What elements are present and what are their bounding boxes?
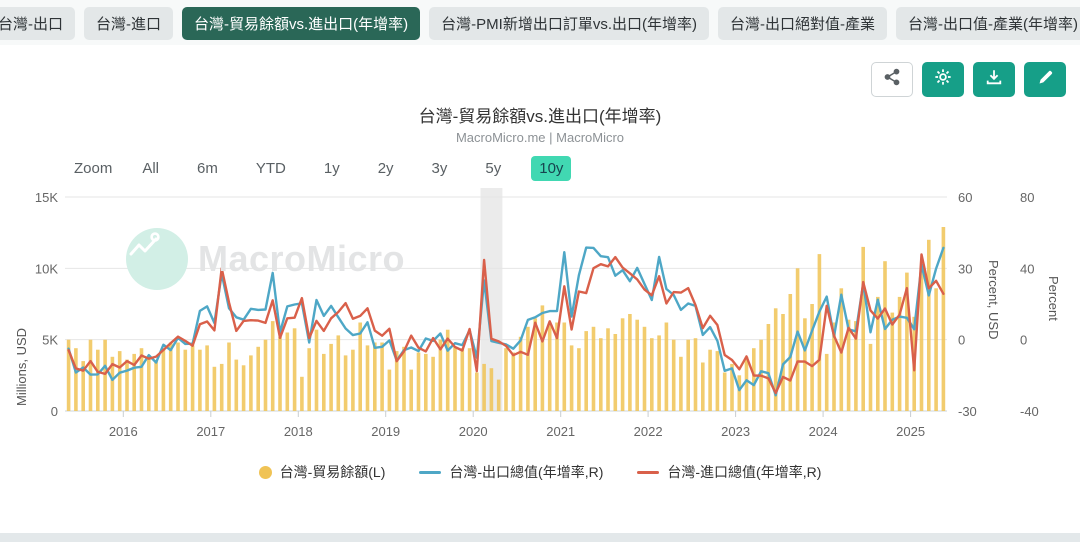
zoom-option-1y[interactable]: 1y (323, 160, 340, 177)
legend-item-trade-balance[interactable]: 台灣-貿易餘額(L) (258, 462, 386, 482)
svg-text:2018: 2018 (284, 424, 313, 439)
zoom-range-bar: Zoom All 6m YTD 1y 2y 3y 5y 10y (74, 156, 572, 181)
zoom-option-2y[interactable]: 2y (377, 160, 394, 177)
legend-item-export-yoy[interactable]: 台灣-出口總值(年增率,R) (419, 462, 603, 482)
share-icon (883, 68, 901, 91)
tab-export-absolute-industry[interactable]: 台灣-出口絕對值-產業 (717, 7, 887, 40)
right-axis2-title: Percent (1046, 276, 1061, 321)
download-icon (985, 68, 1003, 91)
svg-text:-30: -30 (958, 404, 977, 419)
bottom-section-divider (0, 533, 1080, 542)
svg-text:2022: 2022 (634, 424, 663, 439)
tab-pmi-export-orders[interactable]: 台灣-PMI新增出口訂單vs.出口(年增率) (429, 7, 709, 40)
svg-text:10K: 10K (35, 261, 58, 276)
tab-export-value-industry-yoy[interactable]: 台灣-出口值-產業(年增率) (895, 7, 1080, 40)
svg-text:0: 0 (1020, 333, 1027, 348)
zoom-label: Zoom (74, 160, 113, 177)
download-button[interactable] (973, 62, 1015, 97)
legend-label: 台灣-貿易餘額(L) (279, 464, 386, 480)
legend-item-import-yoy[interactable]: 台灣-進口總值(年增率,R) (637, 462, 821, 482)
zoom-option-10y[interactable]: 10y (531, 156, 572, 181)
chart-toolbar (871, 62, 1066, 97)
share-button[interactable] (871, 62, 913, 97)
combo-chart-svg[interactable]: 0 5K 10K 15K -30 0 30 60 -40 0 40 80 2016 2017 2018 201… (0, 188, 1080, 450)
legend-label: 台灣-進口總值(年增率,R) (667, 464, 822, 480)
svg-text:2020: 2020 (459, 424, 488, 439)
svg-text:2025: 2025 (896, 424, 925, 439)
svg-text:2024: 2024 (809, 424, 838, 439)
right-axis1-title: Percent, USD (986, 260, 1001, 340)
svg-text:2021: 2021 (546, 424, 575, 439)
tab-trade-balance-vs-yoy[interactable]: 台灣-貿易餘額vs.進出口(年增率) (182, 7, 421, 40)
svg-text:5K: 5K (42, 333, 58, 348)
legend-line-icon (419, 470, 442, 474)
legend-label: 台灣-出口總值(年增率,R) (449, 464, 604, 480)
svg-text:60: 60 (958, 190, 972, 205)
chart-plot-area[interactable]: 0 5K 10K 15K -30 0 30 60 -40 0 40 80 2016 2017 2018 201… (0, 188, 1080, 450)
svg-text:0: 0 (51, 404, 58, 419)
svg-text:-40: -40 (1020, 404, 1039, 419)
svg-text:0: 0 (958, 333, 965, 348)
svg-text:2019: 2019 (371, 424, 400, 439)
page-subtitle: MacroMicro.me | MacroMicro (455, 130, 625, 145)
zoom-option-all[interactable]: All (142, 160, 160, 177)
svg-text:40: 40 (1020, 261, 1034, 276)
zoom-option-5y[interactable]: 5y (485, 160, 502, 177)
settings-button[interactable] (922, 62, 964, 97)
legend-line-icon (637, 470, 660, 474)
tab-taiwan-exports[interactable]: 台灣-出口 (0, 7, 75, 40)
svg-text:2023: 2023 (721, 424, 750, 439)
chart-legend: 台灣-貿易餘額(L) 台灣-出口總值(年增率,R) 台灣-進口總值(年增率,R) (0, 462, 1080, 482)
left-axis-title: Millions, USD (14, 327, 29, 406)
chart-tab-bar: 台灣-出口 台灣-進口 台灣-貿易餘額vs.進出口(年增率) 台灣-PMI新增出… (0, 0, 1080, 45)
svg-text:2016: 2016 (109, 424, 138, 439)
page-title: 台灣-貿易餘額vs.進出口(年增率) (418, 107, 662, 126)
legend-dot-icon (258, 465, 272, 479)
svg-text:80: 80 (1020, 190, 1034, 205)
zoom-option-6m[interactable]: 6m (197, 160, 218, 177)
edit-button[interactable] (1024, 62, 1066, 97)
tab-taiwan-imports[interactable]: 台灣-進口 (84, 7, 173, 40)
zoom-option-ytd[interactable]: YTD (255, 160, 286, 177)
svg-text:30: 30 (958, 261, 972, 276)
svg-text:2017: 2017 (196, 424, 225, 439)
zoom-option-3y[interactable]: 3y (431, 160, 448, 177)
pencil-icon (1037, 69, 1054, 91)
svg-text:15K: 15K (35, 190, 58, 205)
gear-icon (934, 68, 952, 91)
